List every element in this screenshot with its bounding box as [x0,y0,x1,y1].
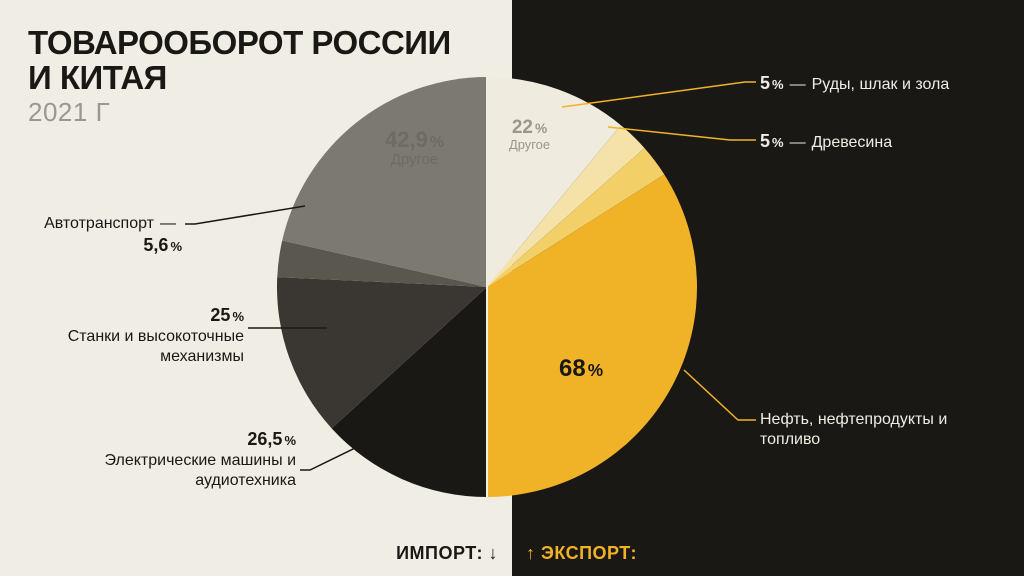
up-arrow-icon: ↑ [526,543,536,563]
oil-inner-label: 68% [559,355,603,383]
export-footer: ↑ ЭКСПОРТ: [512,543,1024,564]
callout-auto: Автотранспорт — 5,6% [7,214,182,257]
callout-machines: 25% Станки и высокоточные механизмы [9,304,244,367]
callout-wood: 5% — Древесина [760,130,1010,153]
callout-electronics: 26,5% Электрические машины и аудиотехник… [6,428,296,491]
callout-ores: 5% — Руды, шлак и зола [760,72,1010,95]
footer-labels: ИМПОРТ: ↓ ↑ ЭКСПОРТ: [0,543,1024,564]
import-other-inner-label: 42,9% Другое [385,127,444,168]
callout-oil: Нефть, нефтепродукты и топливо [760,410,1000,450]
pie-svg [277,77,697,497]
export-other-inner-label: 22% Другое [509,117,550,152]
title-line-1: ТОВАРООБОРОТ РОССИИ [28,26,451,61]
down-arrow-icon: ↓ [489,543,499,563]
import-footer: ИМПОРТ: ↓ [0,543,512,564]
pie-chart: 42,9% Другое 22% Другое 68% [277,77,697,497]
